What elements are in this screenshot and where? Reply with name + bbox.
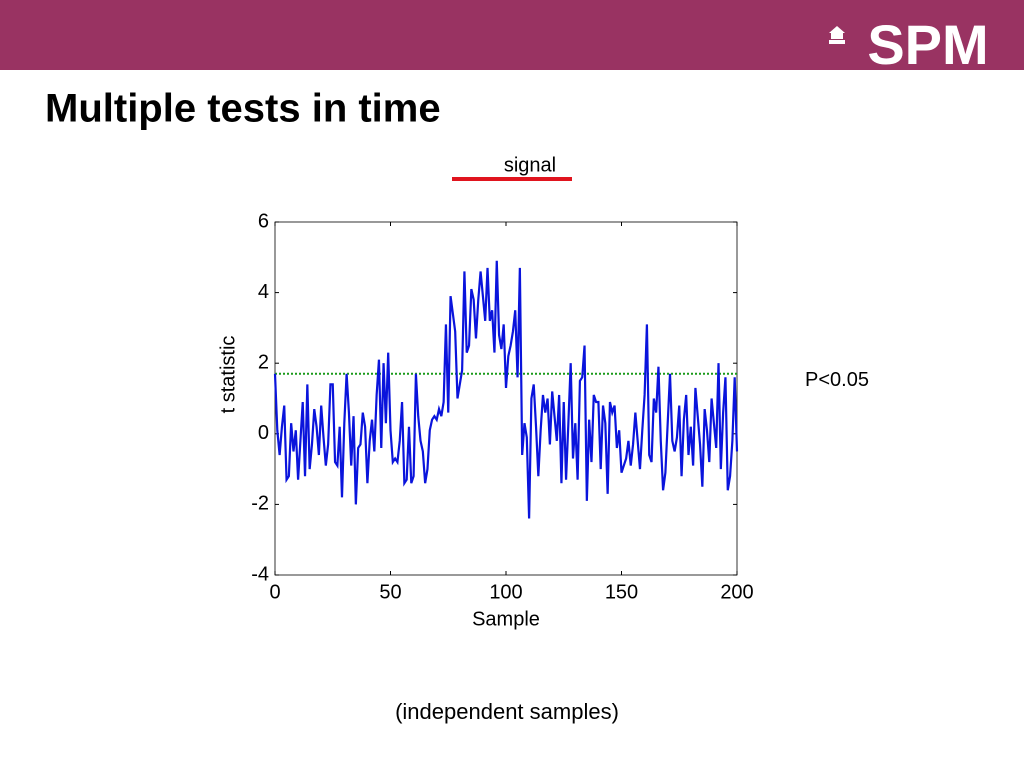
y-tick-label: 4 [258, 281, 269, 303]
x-tick-label: 100 [489, 581, 522, 603]
x-tick-label: 150 [605, 581, 638, 603]
y-axis-label: t statistic [217, 336, 239, 414]
plot-frame [274, 221, 738, 576]
data-line [273, 260, 739, 519]
legend-label: signal [504, 154, 556, 176]
x-tick-label: 200 [720, 581, 753, 603]
threshold-label: P<0.05 [805, 369, 869, 391]
x-tick-label: 50 [379, 581, 401, 603]
x-axis-label: Sample [472, 608, 540, 630]
header-bar [0, 0, 1024, 70]
y-tick-label: -2 [251, 493, 269, 515]
y-tick-label: 6 [258, 210, 269, 232]
y-tick-label: 0 [258, 422, 269, 444]
y-tick-label: 2 [258, 351, 269, 373]
slide-title: Multiple tests in time [45, 87, 441, 131]
logo: SPM [867, 13, 988, 76]
y-tick-label: -4 [251, 563, 269, 585]
caption: (independent samples) [395, 699, 619, 724]
x-tick-label: 0 [269, 581, 280, 603]
logo-icon [829, 26, 845, 44]
